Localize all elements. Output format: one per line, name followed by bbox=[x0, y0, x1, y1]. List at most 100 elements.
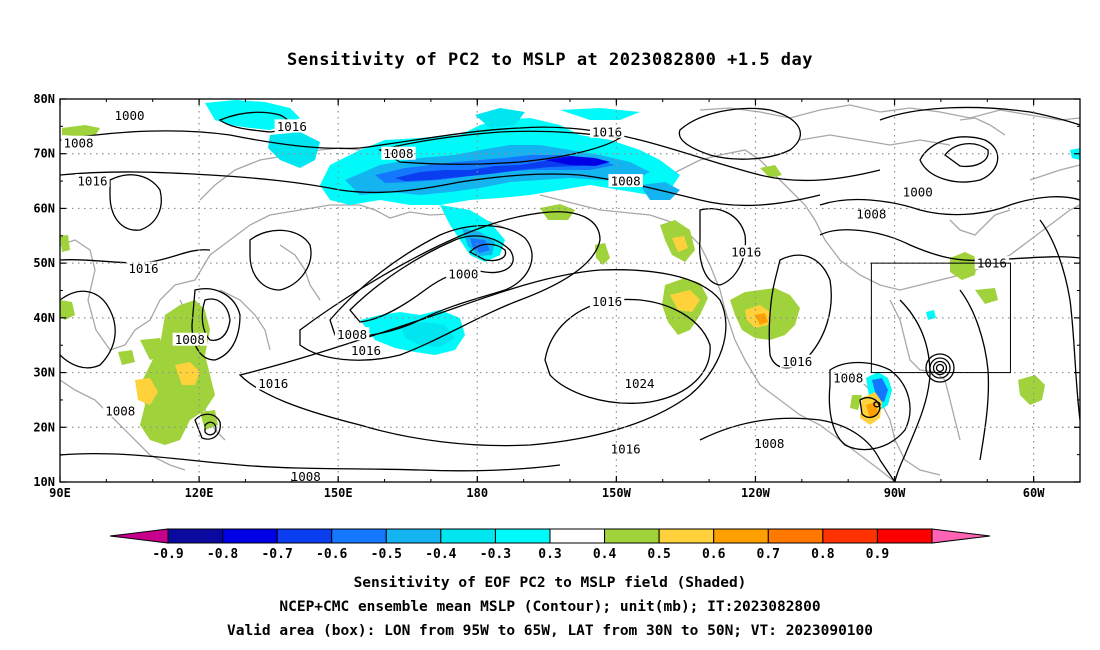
colorbar-segment bbox=[767, 528, 824, 544]
lat-label: 80N bbox=[33, 92, 55, 106]
lat-label: 40N bbox=[33, 311, 55, 325]
lat-label: 10N bbox=[33, 475, 55, 489]
contour-label-bg bbox=[256, 376, 291, 390]
contour-label: 1008 bbox=[754, 436, 784, 451]
colorbar-segment bbox=[276, 528, 333, 544]
colorbar-label: -0.5 bbox=[371, 547, 402, 562]
contour-label: 1016 bbox=[277, 119, 307, 134]
colorbar-segment bbox=[604, 528, 660, 544]
lat-label: 30N bbox=[33, 366, 55, 380]
contour-label: 1008 bbox=[337, 327, 367, 342]
colorbar-segment bbox=[549, 528, 606, 544]
contour-label-bg bbox=[103, 403, 138, 417]
contour-label-bg bbox=[288, 469, 323, 482]
contour-label-bg bbox=[974, 256, 1010, 270]
contour-label-bg bbox=[61, 135, 96, 149]
colorbar-segment bbox=[167, 528, 224, 544]
colorbar-label: 0.9 bbox=[866, 547, 889, 562]
colorbar-label: 0.4 bbox=[593, 547, 617, 562]
colorbar-label: 0.7 bbox=[757, 547, 780, 562]
contour-label-bg bbox=[608, 442, 643, 456]
contour-label: 1008 bbox=[63, 135, 93, 150]
colorbar-segment bbox=[713, 528, 769, 544]
colorbar-label: 0.3 bbox=[538, 547, 561, 562]
contour-label-bg bbox=[75, 174, 110, 188]
lon-label: 60W bbox=[1023, 486, 1045, 500]
colorbar-max-triangle bbox=[931, 528, 991, 544]
lon-label: 90W bbox=[884, 486, 906, 500]
contour-label: 1008 bbox=[833, 371, 863, 386]
contour-label: 1008 bbox=[105, 403, 135, 418]
colorbar-label: -0.8 bbox=[207, 547, 238, 562]
colorbar-label: -0.4 bbox=[425, 547, 456, 562]
colorbar-label: -0.9 bbox=[152, 547, 183, 562]
mslp-contours bbox=[60, 106, 1080, 482]
contour-label: 1000 bbox=[114, 108, 144, 123]
contour-label-bg bbox=[112, 108, 147, 122]
colorbar-segment bbox=[440, 528, 496, 544]
colorbar-segment bbox=[494, 528, 551, 544]
contour-label-bg bbox=[126, 261, 161, 275]
contour-label: 1016 bbox=[351, 343, 381, 358]
lon-label: 120W bbox=[741, 486, 771, 500]
lon-label: 150W bbox=[602, 486, 632, 500]
contour-label: 1000 bbox=[903, 185, 933, 200]
contour-label: 1008 bbox=[611, 174, 641, 189]
colorbar-segment bbox=[331, 528, 387, 544]
contour-label: 1016 bbox=[611, 442, 641, 457]
negative-sensitivity-shading bbox=[205, 100, 1080, 410]
map-title: Sensitivity of PC2 to MSLP at 2023082800… bbox=[286, 50, 813, 70]
colorbar: -0.9 -0.8 -0.7 -0.6 -0.5 -0.4 -0.3 0.3 0.4 0.5 0.6… bbox=[109, 528, 991, 562]
caption-line-2: NCEP+CMC ensemble mean MSLP (Contour); u… bbox=[279, 599, 821, 615]
contour-label-bg bbox=[589, 124, 625, 138]
caption-line-3: Valid area (box): LON from 95W to 65W, L… bbox=[226, 623, 873, 639]
colorbar-segment bbox=[658, 528, 715, 544]
contour-label: 1016 bbox=[77, 174, 107, 189]
contour-label: 1016 bbox=[258, 376, 288, 391]
contour-label-bg bbox=[900, 185, 935, 199]
colorbar-label: 0.6 bbox=[702, 547, 726, 562]
contour-label: 1016 bbox=[592, 124, 622, 139]
contour-label: 1016 bbox=[731, 245, 761, 260]
contour-label-bg bbox=[589, 294, 625, 308]
contour-label-bg bbox=[854, 206, 889, 220]
colorbar-label: -0.6 bbox=[316, 547, 347, 562]
colorbar-label: -0.7 bbox=[261, 547, 292, 562]
contour-label-bg bbox=[752, 436, 787, 450]
lat-label: 60N bbox=[33, 201, 55, 215]
contour-label: 1024 bbox=[624, 376, 654, 391]
contour-label-bg bbox=[622, 376, 657, 390]
contour-label-bg bbox=[608, 174, 643, 188]
contour-label-bg bbox=[348, 343, 384, 357]
contour-label-bg bbox=[172, 332, 208, 346]
colorbar-segment bbox=[222, 528, 278, 544]
contour-label: 1016 bbox=[782, 354, 812, 369]
lon-label: 90E bbox=[49, 486, 71, 500]
contour-label: 1008 bbox=[291, 469, 321, 484]
contour-label: 1000 bbox=[448, 267, 478, 282]
colorbar-label: -0.3 bbox=[480, 547, 511, 562]
lat-label: 70N bbox=[33, 147, 55, 161]
contour-label: 1016 bbox=[592, 294, 622, 309]
lon-label: 120E bbox=[185, 486, 214, 500]
lon-label: 180 bbox=[466, 486, 488, 500]
contour-label-bg bbox=[830, 371, 866, 385]
valid-area-box bbox=[870, 262, 1011, 374]
contour-label-bg bbox=[381, 146, 416, 160]
colorbar-label: 0.5 bbox=[647, 547, 670, 562]
colorbar-segment bbox=[385, 528, 442, 544]
contour-label-bg bbox=[274, 119, 310, 133]
lat-label: 20N bbox=[33, 420, 55, 434]
contour-label: 1008 bbox=[175, 332, 205, 347]
colorbar-label: 0.8 bbox=[811, 547, 835, 562]
contour-label: 1016 bbox=[128, 261, 158, 276]
lon-label: 150E bbox=[324, 486, 353, 500]
lat-label: 50N bbox=[33, 256, 55, 270]
contour-label-bg bbox=[728, 245, 764, 259]
caption-line-1: Sensitivity of EOF PC2 to MSLP field (Sh… bbox=[353, 575, 747, 591]
contour-label: 1008 bbox=[383, 146, 413, 161]
